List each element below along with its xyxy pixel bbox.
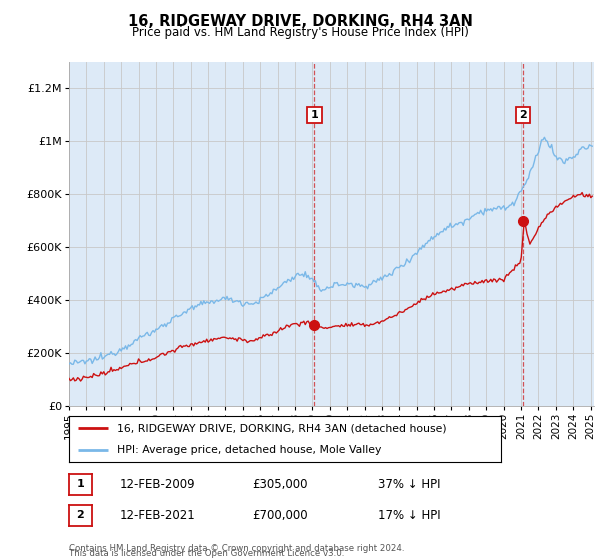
Text: £700,000: £700,000 — [252, 508, 308, 522]
Text: Contains HM Land Registry data © Crown copyright and database right 2024.: Contains HM Land Registry data © Crown c… — [69, 544, 404, 553]
Text: 2: 2 — [519, 110, 527, 120]
Text: Price paid vs. HM Land Registry's House Price Index (HPI): Price paid vs. HM Land Registry's House … — [131, 26, 469, 39]
Text: This data is licensed under the Open Government Licence v3.0.: This data is licensed under the Open Gov… — [69, 549, 344, 558]
Text: 2: 2 — [77, 510, 84, 520]
Text: 12-FEB-2021: 12-FEB-2021 — [120, 508, 196, 522]
Text: 12-FEB-2009: 12-FEB-2009 — [120, 478, 196, 491]
Text: 1: 1 — [77, 479, 84, 489]
Text: £305,000: £305,000 — [252, 478, 308, 491]
Text: 16, RIDGEWAY DRIVE, DORKING, RH4 3AN: 16, RIDGEWAY DRIVE, DORKING, RH4 3AN — [128, 14, 472, 29]
Text: 16, RIDGEWAY DRIVE, DORKING, RH4 3AN (detached house): 16, RIDGEWAY DRIVE, DORKING, RH4 3AN (de… — [116, 423, 446, 433]
Text: 37% ↓ HPI: 37% ↓ HPI — [378, 478, 440, 491]
Text: 1: 1 — [311, 110, 319, 120]
Text: HPI: Average price, detached house, Mole Valley: HPI: Average price, detached house, Mole… — [116, 445, 381, 455]
Text: 17% ↓ HPI: 17% ↓ HPI — [378, 508, 440, 522]
